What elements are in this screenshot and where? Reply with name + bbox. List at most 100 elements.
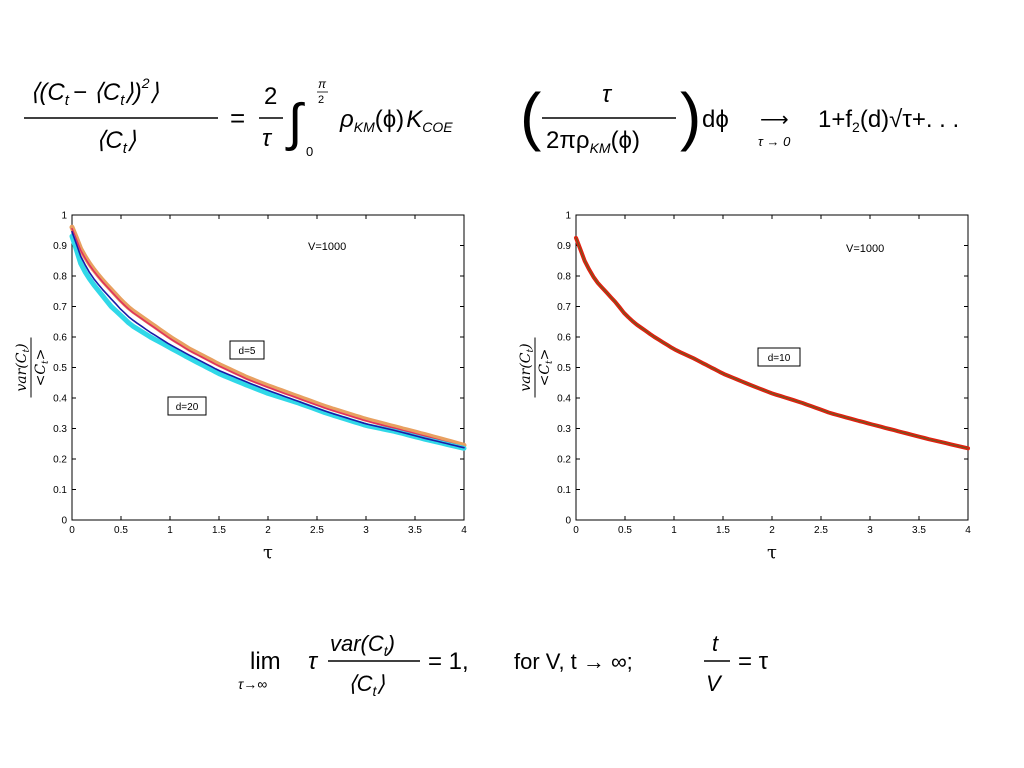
series-line xyxy=(71,227,465,448)
svg-text:(: ( xyxy=(520,80,541,152)
x-tick-label: 1.5 xyxy=(716,525,730,536)
integral-lower: 0 xyxy=(306,144,313,159)
svg-text:2: 2 xyxy=(318,94,324,106)
y-tick-label: 0.9 xyxy=(53,241,67,252)
lhs-denominator: ⟨C xyxy=(96,127,123,154)
svg-text:⟨Ct⟩: ⟨Ct⟩ xyxy=(348,671,385,699)
svg-text:): ) xyxy=(680,80,701,152)
variance-equation: ⟨(Ct − ⟨Ct⟩)2⟩ ⟨Ct⟩ = 2 τ ∫ π 2 0 ρKM(ϕ)K… xyxy=(24,75,959,159)
integral-sign: ∫ xyxy=(285,94,305,152)
coef-denominator: τ xyxy=(262,125,273,152)
plot-frame xyxy=(71,214,465,521)
dphi: dϕ xyxy=(702,106,729,133)
x-tick-label: 4 xyxy=(461,525,467,536)
y-tick-label: 0 xyxy=(565,516,571,527)
equals-one: = 1, xyxy=(428,648,469,675)
integral-upper: π xyxy=(318,77,327,91)
y-tick-label: 0.6 xyxy=(557,333,571,344)
y-axis-label: var(Ct)<Ct> xyxy=(14,337,51,398)
volume-annotation: V=1000 xyxy=(846,243,884,255)
x-tick-label: 3 xyxy=(867,525,873,536)
x-tick-label: 1 xyxy=(671,525,677,536)
y-tick-label: 0.4 xyxy=(53,394,67,405)
x-tick-label: 3 xyxy=(363,525,369,536)
chart-right: 0 0.5 1 1.5 2 2.5 3 3.5 4 0 0.1 0.2 0.3 0.4 0.5 0.6 0.7 0… xyxy=(518,211,971,564)
x-tick-label: 0.5 xyxy=(114,525,128,536)
y-axis-label: var(Ct)<Ct> xyxy=(518,337,555,398)
svg-text:ρKM(ϕ)KCOE: ρKM(ϕ)KCOE xyxy=(339,106,453,135)
d-label: d=20 xyxy=(176,402,199,413)
x-tick-label: 2.5 xyxy=(310,525,324,536)
svg-text:var(Ct): var(Ct) xyxy=(330,631,395,659)
volume-annotation: V=1000 xyxy=(308,241,346,253)
svg-text:2πρKM(ϕ): 2πρKM(ϕ) xyxy=(546,127,640,156)
d-label-box xyxy=(757,347,801,367)
y-tick-label: 0.9 xyxy=(557,241,571,252)
y-tick-label: 0.4 xyxy=(557,394,571,405)
y-tick-label: 0.7 xyxy=(557,302,571,313)
tau-factor: τ xyxy=(308,648,319,675)
y-tick-label: 1 xyxy=(61,211,67,222)
x-tick-label: 0 xyxy=(573,525,579,536)
y-tick-label: 0.2 xyxy=(53,455,67,466)
y-tick-label: 0.8 xyxy=(53,272,67,283)
d-label: d=10 xyxy=(768,353,791,364)
lim-subscript: τ→∞ xyxy=(238,676,267,692)
y-tick-label: 0.1 xyxy=(557,485,571,496)
limit-arrow: ⟶ xyxy=(760,109,789,131)
lim-text: lim xyxy=(250,648,281,675)
x-tick-label: 0.5 xyxy=(618,525,632,536)
t-numerator: t xyxy=(712,631,719,656)
x-axis-label: τ xyxy=(263,542,273,563)
inner-denominator: 2πρ xyxy=(546,127,590,154)
series-line xyxy=(71,230,465,449)
d-label-box xyxy=(167,396,207,416)
d-label: d=5 xyxy=(239,346,256,357)
rho-symbol: ρ xyxy=(339,106,354,133)
V-denominator: V xyxy=(706,671,723,696)
y-label-den: <Ct> xyxy=(537,349,555,387)
y-label-den: <Ct> xyxy=(33,349,51,387)
x-axis-label: τ xyxy=(767,542,777,563)
x-tick-label: 4 xyxy=(965,525,971,536)
y-tick-label: 1 xyxy=(565,211,571,222)
y-tick-label: 0 xyxy=(61,516,67,527)
coef-numerator: 2 xyxy=(264,83,277,110)
equals-sign: = xyxy=(230,103,245,133)
inner-numerator: τ xyxy=(602,81,613,108)
rhs-expansion: 1+f xyxy=(818,106,852,133)
x-tick-label: 1 xyxy=(167,525,173,536)
x-tick-label: 3.5 xyxy=(912,525,926,536)
series-line xyxy=(69,233,467,451)
y-tick-label: 0.8 xyxy=(557,272,571,283)
x-tick-label: 3.5 xyxy=(408,525,422,536)
equals-tau: = τ xyxy=(738,648,769,675)
series-line xyxy=(69,224,467,448)
y-tick-label: 0.2 xyxy=(557,455,571,466)
d-label-box xyxy=(229,340,265,360)
y-tick-label: 0.1 xyxy=(53,485,67,496)
limit-subscript: τ → 0 xyxy=(758,134,791,149)
y-tick-label: 0.7 xyxy=(53,302,67,313)
y-tick-label: 0.5 xyxy=(53,363,67,374)
var-numerator: var(C xyxy=(330,631,384,656)
y-tick-label: 0.6 xyxy=(53,333,67,344)
series-line xyxy=(575,237,969,449)
svg-text:⟨(Ct− ⟨Ct⟩)2⟩: ⟨(Ct − ⟨Ct⟩)2⟩ xyxy=(30,75,160,109)
limit-equation: lim τ→∞ τ var(Ct) ⟨Ct⟩ = 1, for V, t → ∞… xyxy=(238,631,769,699)
svg-text:⟨Ct⟩: ⟨Ct⟩ xyxy=(96,127,137,157)
svg-text:1+f2(d)√τ+. . .: 1+f2(d)√τ+. . . xyxy=(818,106,959,135)
x-tick-label: 2.5 xyxy=(814,525,828,536)
lhs-numerator: ⟨(C xyxy=(30,79,65,106)
x-tick-label: 1.5 xyxy=(212,525,226,536)
for-clause: for V, t → ∞; xyxy=(514,649,633,674)
y-label-num: var(Ct) xyxy=(14,343,32,391)
chart-left: 0 0.5 1 1.5 2 2.5 3 3.5 4 0 0.1 0.2 0.3 0.4 0.5 0.6 0.7 0… xyxy=(14,211,467,564)
x-tick-label: 2 xyxy=(769,525,775,536)
x-tick-label: 0 xyxy=(69,525,75,536)
y-tick-label: 0.3 xyxy=(557,424,571,435)
y-label-num: var(Ct) xyxy=(518,343,536,391)
plot-frame xyxy=(575,214,969,521)
x-tick-label: 2 xyxy=(265,525,271,536)
var-denominator: ⟨C xyxy=(348,671,373,696)
